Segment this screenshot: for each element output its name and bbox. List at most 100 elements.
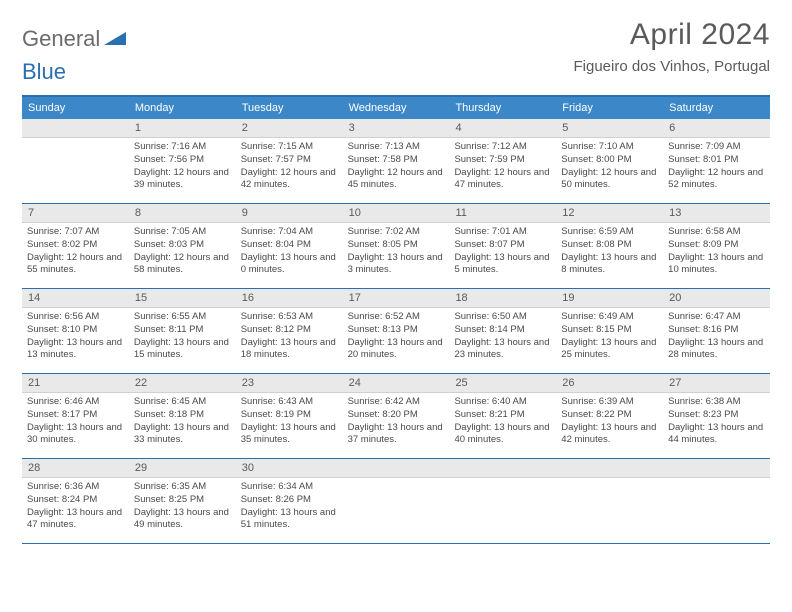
weekday-header: Thursday <box>449 97 556 119</box>
day-number: 5 <box>556 119 663 138</box>
day-cell: 18Sunrise: 6:50 AMSunset: 8:14 PMDayligh… <box>449 289 556 373</box>
day-body: Sunrise: 6:56 AMSunset: 8:10 PMDaylight:… <box>22 308 129 366</box>
empty-cell <box>343 459 450 543</box>
day-cell: 19Sunrise: 6:49 AMSunset: 8:15 PMDayligh… <box>556 289 663 373</box>
day-body: Sunrise: 6:35 AMSunset: 8:25 PMDaylight:… <box>129 478 236 536</box>
weekday-header: Tuesday <box>236 97 343 119</box>
day-number: 11 <box>449 204 556 223</box>
logo: General <box>22 26 128 52</box>
day-number: 18 <box>449 289 556 308</box>
day-cell: 16Sunrise: 6:53 AMSunset: 8:12 PMDayligh… <box>236 289 343 373</box>
empty-daynum <box>343 459 450 478</box>
day-cell: 10Sunrise: 7:02 AMSunset: 8:05 PMDayligh… <box>343 204 450 288</box>
calendar: SundayMondayTuesdayWednesdayThursdayFrid… <box>22 95 770 544</box>
day-cell: 23Sunrise: 6:43 AMSunset: 8:19 PMDayligh… <box>236 374 343 458</box>
day-number: 23 <box>236 374 343 393</box>
day-number: 7 <box>22 204 129 223</box>
day-body: Sunrise: 7:05 AMSunset: 8:03 PMDaylight:… <box>129 223 236 281</box>
day-body: Sunrise: 6:36 AMSunset: 8:24 PMDaylight:… <box>22 478 129 536</box>
day-body: Sunrise: 7:13 AMSunset: 7:58 PMDaylight:… <box>343 138 450 196</box>
day-cell: 14Sunrise: 6:56 AMSunset: 8:10 PMDayligh… <box>22 289 129 373</box>
day-cell: 27Sunrise: 6:38 AMSunset: 8:23 PMDayligh… <box>663 374 770 458</box>
day-number: 22 <box>129 374 236 393</box>
day-cell: 11Sunrise: 7:01 AMSunset: 8:07 PMDayligh… <box>449 204 556 288</box>
day-number: 4 <box>449 119 556 138</box>
day-number: 15 <box>129 289 236 308</box>
day-cell: 17Sunrise: 6:52 AMSunset: 8:13 PMDayligh… <box>343 289 450 373</box>
day-body: Sunrise: 7:09 AMSunset: 8:01 PMDaylight:… <box>663 138 770 196</box>
day-number: 6 <box>663 119 770 138</box>
weekday-header: Friday <box>556 97 663 119</box>
day-body: Sunrise: 6:50 AMSunset: 8:14 PMDaylight:… <box>449 308 556 366</box>
weekday-header: Monday <box>129 97 236 119</box>
day-cell: 15Sunrise: 6:55 AMSunset: 8:11 PMDayligh… <box>129 289 236 373</box>
day-body: Sunrise: 6:38 AMSunset: 8:23 PMDaylight:… <box>663 393 770 451</box>
day-body: Sunrise: 6:42 AMSunset: 8:20 PMDaylight:… <box>343 393 450 451</box>
weeks-container: 1Sunrise: 7:16 AMSunset: 7:56 PMDaylight… <box>22 119 770 544</box>
day-cell: 8Sunrise: 7:05 AMSunset: 8:03 PMDaylight… <box>129 204 236 288</box>
day-body: Sunrise: 6:58 AMSunset: 8:09 PMDaylight:… <box>663 223 770 281</box>
day-number: 21 <box>22 374 129 393</box>
day-cell: 13Sunrise: 6:58 AMSunset: 8:09 PMDayligh… <box>663 204 770 288</box>
day-body: Sunrise: 6:53 AMSunset: 8:12 PMDaylight:… <box>236 308 343 366</box>
day-number: 24 <box>343 374 450 393</box>
weekday-header: Saturday <box>663 97 770 119</box>
day-body: Sunrise: 6:43 AMSunset: 8:19 PMDaylight:… <box>236 393 343 451</box>
day-number: 27 <box>663 374 770 393</box>
day-cell: 12Sunrise: 6:59 AMSunset: 8:08 PMDayligh… <box>556 204 663 288</box>
day-number: 8 <box>129 204 236 223</box>
week-row: 28Sunrise: 6:36 AMSunset: 8:24 PMDayligh… <box>22 459 770 544</box>
day-cell: 24Sunrise: 6:42 AMSunset: 8:20 PMDayligh… <box>343 374 450 458</box>
day-cell: 6Sunrise: 7:09 AMSunset: 8:01 PMDaylight… <box>663 119 770 203</box>
empty-daynum <box>556 459 663 478</box>
day-body: Sunrise: 6:47 AMSunset: 8:16 PMDaylight:… <box>663 308 770 366</box>
logo-text-general: General <box>22 26 100 52</box>
day-number: 29 <box>129 459 236 478</box>
week-row: 21Sunrise: 6:46 AMSunset: 8:17 PMDayligh… <box>22 374 770 459</box>
logo-triangle-icon <box>104 29 126 50</box>
empty-daynum <box>22 119 129 138</box>
day-cell: 22Sunrise: 6:45 AMSunset: 8:18 PMDayligh… <box>129 374 236 458</box>
week-row: 7Sunrise: 7:07 AMSunset: 8:02 PMDaylight… <box>22 204 770 289</box>
weekday-header: Sunday <box>22 97 129 119</box>
day-cell: 26Sunrise: 6:39 AMSunset: 8:22 PMDayligh… <box>556 374 663 458</box>
weekday-row: SundayMondayTuesdayWednesdayThursdayFrid… <box>22 97 770 119</box>
day-cell: 28Sunrise: 6:36 AMSunset: 8:24 PMDayligh… <box>22 459 129 543</box>
empty-cell <box>663 459 770 543</box>
empty-cell <box>556 459 663 543</box>
day-body: Sunrise: 6:34 AMSunset: 8:26 PMDaylight:… <box>236 478 343 536</box>
day-number: 17 <box>343 289 450 308</box>
day-cell: 30Sunrise: 6:34 AMSunset: 8:26 PMDayligh… <box>236 459 343 543</box>
day-number: 26 <box>556 374 663 393</box>
empty-daynum <box>449 459 556 478</box>
week-row: 14Sunrise: 6:56 AMSunset: 8:10 PMDayligh… <box>22 289 770 374</box>
day-body: Sunrise: 6:40 AMSunset: 8:21 PMDaylight:… <box>449 393 556 451</box>
day-cell: 5Sunrise: 7:10 AMSunset: 8:00 PMDaylight… <box>556 119 663 203</box>
day-number: 10 <box>343 204 450 223</box>
week-row: 1Sunrise: 7:16 AMSunset: 7:56 PMDaylight… <box>22 119 770 204</box>
weekday-header: Wednesday <box>343 97 450 119</box>
day-cell: 21Sunrise: 6:46 AMSunset: 8:17 PMDayligh… <box>22 374 129 458</box>
day-body: Sunrise: 7:01 AMSunset: 8:07 PMDaylight:… <box>449 223 556 281</box>
day-number: 1 <box>129 119 236 138</box>
day-cell: 7Sunrise: 7:07 AMSunset: 8:02 PMDaylight… <box>22 204 129 288</box>
day-body: Sunrise: 7:16 AMSunset: 7:56 PMDaylight:… <box>129 138 236 196</box>
day-cell: 29Sunrise: 6:35 AMSunset: 8:25 PMDayligh… <box>129 459 236 543</box>
day-cell: 3Sunrise: 7:13 AMSunset: 7:58 PMDaylight… <box>343 119 450 203</box>
day-number: 13 <box>663 204 770 223</box>
day-number: 19 <box>556 289 663 308</box>
day-body: Sunrise: 7:12 AMSunset: 7:59 PMDaylight:… <box>449 138 556 196</box>
day-number: 12 <box>556 204 663 223</box>
logo-text-blue: Blue <box>22 59 770 85</box>
day-body: Sunrise: 6:45 AMSunset: 8:18 PMDaylight:… <box>129 393 236 451</box>
day-cell: 4Sunrise: 7:12 AMSunset: 7:59 PMDaylight… <box>449 119 556 203</box>
day-body: Sunrise: 7:15 AMSunset: 7:57 PMDaylight:… <box>236 138 343 196</box>
empty-daynum <box>663 459 770 478</box>
day-body: Sunrise: 6:52 AMSunset: 8:13 PMDaylight:… <box>343 308 450 366</box>
day-cell: 25Sunrise: 6:40 AMSunset: 8:21 PMDayligh… <box>449 374 556 458</box>
day-number: 3 <box>343 119 450 138</box>
day-number: 20 <box>663 289 770 308</box>
day-number: 9 <box>236 204 343 223</box>
day-body: Sunrise: 6:59 AMSunset: 8:08 PMDaylight:… <box>556 223 663 281</box>
empty-cell <box>22 119 129 203</box>
